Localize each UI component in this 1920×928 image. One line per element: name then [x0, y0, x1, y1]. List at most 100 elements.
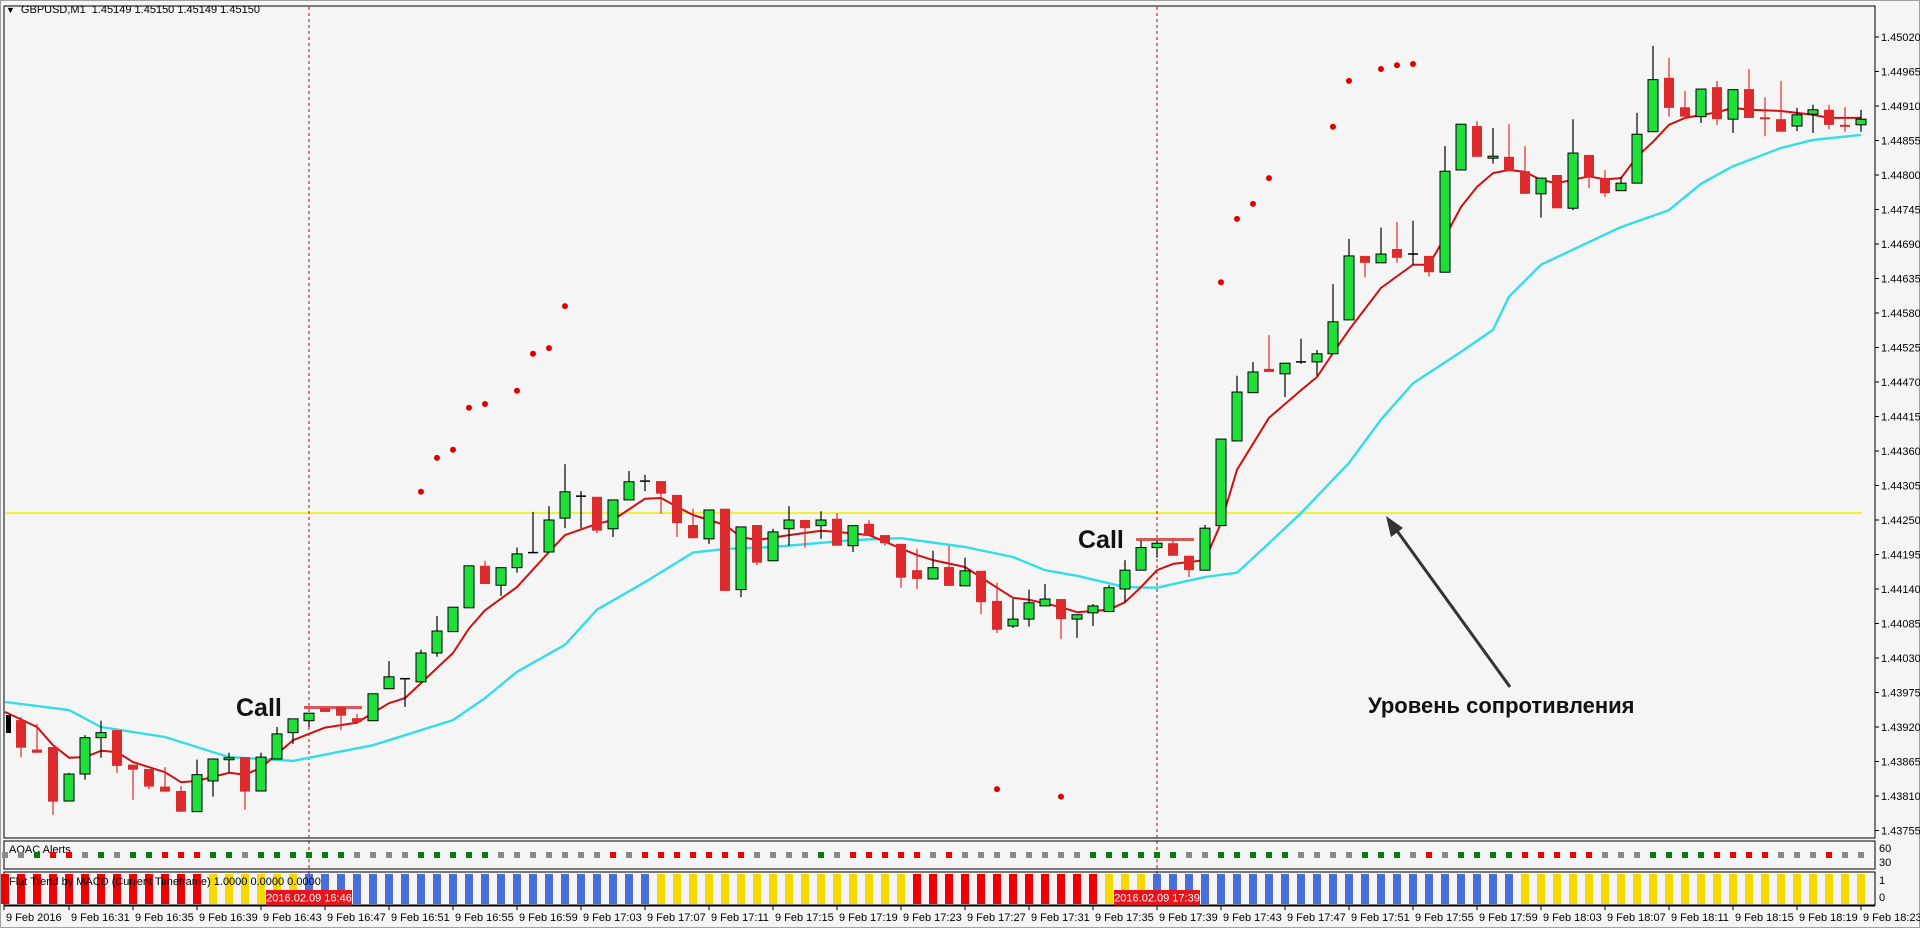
aqac-square-gray	[578, 852, 584, 858]
macd-bar-yellow	[721, 874, 729, 904]
candle-body-bull	[1039, 598, 1051, 607]
candle	[1168, 538, 1178, 556]
time-label: 9 Feb 18:03	[1543, 912, 1602, 924]
macd-bar-yellow	[1729, 874, 1737, 904]
sar-dot	[1330, 123, 1336, 130]
macd-scale-high: 1	[1879, 875, 1885, 887]
annotations: Call Call Уровень сопротивления	[6, 516, 1635, 733]
aqac-square-green	[1266, 852, 1272, 858]
macd-bar-red	[129, 874, 137, 904]
sar-dot	[1218, 279, 1224, 286]
aqac-square-green	[1218, 852, 1224, 858]
price-label: 1.44085	[1881, 619, 1920, 631]
cursor-time-label: 2016.02.09 16:46	[266, 893, 352, 905]
candle-body-bear	[1776, 119, 1786, 132]
aqac-square-gray	[1618, 852, 1624, 858]
aqac-square-gray	[530, 852, 536, 858]
sar-dot	[1394, 62, 1400, 69]
aqac-square-green	[1170, 852, 1176, 858]
aqac-square-green	[1106, 852, 1112, 858]
macd-bar-red	[993, 874, 1001, 904]
fast-ma-line	[4, 106, 1861, 784]
candle-body-bear	[1520, 171, 1530, 194]
aqac-square-green	[1250, 852, 1256, 858]
candle-body-bull	[367, 693, 379, 722]
macd-bar-red	[177, 874, 185, 904]
candle	[1247, 361, 1259, 394]
cursor-time-badge	[266, 890, 352, 905]
candle-body-bull	[1647, 79, 1659, 133]
triangle-down-icon[interactable]: ▼	[6, 5, 15, 15]
price-label: 1.44855	[1881, 136, 1920, 148]
candle-body-bull	[1119, 569, 1131, 590]
macd-bar-blue	[1169, 874, 1177, 904]
aqac-square-green	[1138, 852, 1144, 858]
aqac-square-gray	[1074, 852, 1080, 858]
sar-dots	[418, 60, 1416, 800]
candle-body-bull	[1231, 391, 1243, 442]
sar-dot	[1378, 65, 1384, 72]
aqac-square-gray	[1858, 852, 1864, 858]
candle	[1840, 107, 1850, 132]
main-panel[interactable]	[3, 5, 1876, 839]
macd-bar-blue	[305, 874, 313, 904]
candle	[1311, 350, 1323, 376]
macd-bar-blue	[1281, 874, 1289, 904]
sar-dot	[1058, 793, 1064, 800]
candle	[800, 520, 810, 548]
time-label: 9 Feb 17:31	[1031, 912, 1090, 924]
aqac-square-green	[306, 852, 312, 858]
price-label: 1.44910	[1881, 101, 1920, 113]
aqac-square-gray	[626, 852, 632, 858]
candle-body-bull	[1439, 170, 1451, 273]
candle-body-bull	[287, 718, 299, 734]
macd-bar-blue	[625, 874, 633, 904]
aqac-square-red	[162, 852, 168, 858]
macd-bar-blue	[1377, 874, 1385, 904]
candle-body-bull	[1343, 255, 1355, 321]
candle-body-bull	[1007, 618, 1019, 627]
macd-bar-yellow	[241, 874, 249, 904]
sar-dot	[1250, 200, 1256, 207]
sar-dot	[546, 345, 552, 352]
macd-bar-red	[945, 874, 953, 904]
candle	[447, 606, 459, 633]
aqac-square-red	[898, 852, 904, 858]
aqac-square-red	[1714, 852, 1720, 858]
candle	[1071, 614, 1083, 638]
aqac-square-green	[434, 852, 440, 858]
macd-bar-blue	[1185, 874, 1193, 904]
macd-bar-yellow	[1841, 874, 1849, 904]
time-label: 9 Feb 16:43	[263, 912, 322, 924]
macd-bar-yellow	[1777, 874, 1785, 904]
candle	[847, 525, 859, 552]
candle	[607, 499, 619, 537]
aqac-panel[interactable]	[3, 840, 1876, 870]
aqac-square-green	[450, 852, 456, 858]
aqac-square-gray	[1810, 852, 1816, 858]
macd-bar-yellow	[1649, 874, 1657, 904]
candle	[207, 758, 219, 797]
aqac-square-red	[1730, 852, 1736, 858]
chart-shift-marker-icon[interactable]	[6, 715, 11, 733]
macd-bar-yellow	[1553, 874, 1561, 904]
macd-bar-blue	[353, 874, 361, 904]
macd-bar-blue	[337, 874, 345, 904]
candle	[912, 548, 922, 589]
aqac-square-gray	[962, 852, 968, 858]
candle-body-bull	[1103, 587, 1115, 613]
macd-bar-blue	[401, 874, 409, 904]
price-label: 1.43865	[1881, 757, 1920, 769]
candle-body-bear	[1600, 178, 1610, 194]
aqac-scale-high: 60	[1879, 843, 1891, 855]
candle-body-bear	[1760, 117, 1770, 120]
time-label: 9 Feb 16:55	[455, 912, 514, 924]
candle	[255, 752, 267, 792]
candle-body-bear	[976, 570, 986, 603]
candle-body-bull	[847, 525, 859, 547]
candle-body-bull	[191, 774, 203, 813]
candle-body-bear	[944, 567, 954, 586]
candle	[896, 543, 906, 588]
candle	[1472, 121, 1482, 157]
